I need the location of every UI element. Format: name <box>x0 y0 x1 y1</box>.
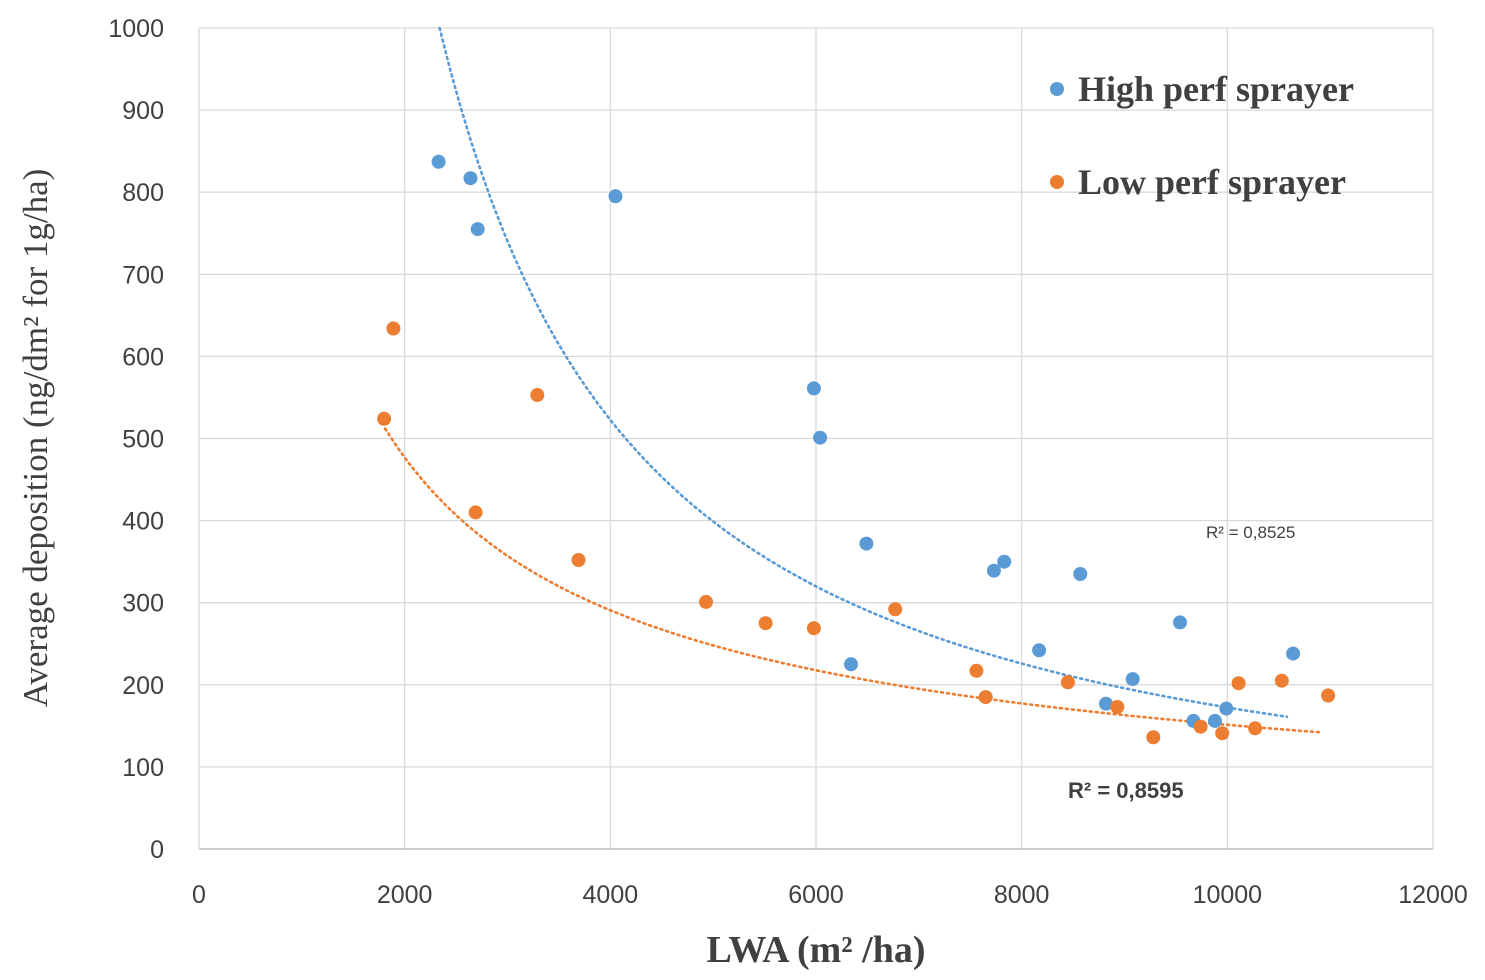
x-tick-label: 12000 <box>1398 881 1468 909</box>
data-point-low <box>468 505 483 520</box>
y-axis-title: Average deposition (ng/dm² for 1g/ha) <box>16 169 55 708</box>
data-point-low <box>1274 673 1289 688</box>
data-point-high <box>608 189 623 204</box>
data-point-low <box>1146 730 1161 745</box>
data-point-high <box>1099 696 1113 711</box>
y-tick-label: 900 <box>122 97 164 125</box>
data-point-low <box>758 616 773 631</box>
data-point-low <box>1060 675 1075 690</box>
data-point-low <box>377 411 392 426</box>
trendlines <box>383 26 1324 734</box>
y-tick-label: 0 <box>150 836 164 864</box>
data-point-high <box>463 171 478 186</box>
data-point-low <box>1321 688 1336 703</box>
r2-label-high: R² = 0,8525 <box>1206 523 1295 542</box>
y-tick-label: 400 <box>122 508 164 536</box>
trendline-high <box>438 26 1289 719</box>
data-point-high <box>431 154 446 169</box>
data-point-high <box>1208 713 1222 728</box>
data-point-low <box>806 621 821 636</box>
x-tick-label: 0 <box>192 881 206 909</box>
data-point-low <box>1248 721 1263 736</box>
data-point-high <box>1173 615 1187 630</box>
data-point-low <box>699 594 713 609</box>
data-point-high <box>844 657 858 672</box>
data-point-low <box>969 663 984 678</box>
legend: High perf sprayer Low perf sprayer <box>1050 69 1354 202</box>
legend-marker-high <box>1050 82 1064 96</box>
data-point-high <box>1219 701 1234 716</box>
data-point-high <box>1125 672 1140 687</box>
y-tick-label: 700 <box>122 261 164 289</box>
data-points <box>377 154 1336 745</box>
axes <box>198 28 1433 850</box>
data-point-high <box>1286 646 1301 661</box>
x-axis-title: LWA (m² /ha) <box>706 929 925 971</box>
data-point-low <box>1193 719 1208 734</box>
data-point-high <box>1073 567 1088 581</box>
legend-label-low: Low perf sprayer <box>1078 162 1346 202</box>
data-point-low <box>1110 700 1125 714</box>
data-point-low <box>1231 676 1246 691</box>
data-point-low <box>978 690 993 705</box>
data-point-high <box>859 536 874 551</box>
y-tick-label: 500 <box>122 426 164 454</box>
data-point-low <box>888 602 903 617</box>
data-point-high <box>806 381 821 396</box>
y-tick-label: 300 <box>122 590 164 618</box>
data-point-high <box>986 563 1001 578</box>
y-tick-label: 600 <box>122 343 164 371</box>
r2-label-low: R² = 0,8595 <box>1068 778 1184 803</box>
data-point-low <box>1215 726 1230 741</box>
y-tick-label: 200 <box>122 672 164 700</box>
legend-marker-low <box>1050 175 1064 189</box>
y-tick-label: 100 <box>122 754 164 782</box>
x-tick-label: 8000 <box>994 881 1050 909</box>
x-tick-label: 2000 <box>377 881 433 909</box>
data-point-low <box>571 553 586 567</box>
data-point-high <box>997 554 1012 569</box>
data-point-low <box>530 388 545 402</box>
data-point-high <box>1032 643 1047 658</box>
x-tick-label: 4000 <box>583 881 639 909</box>
y-tick-label: 1000 <box>108 15 164 43</box>
data-point-high <box>813 430 828 445</box>
x-tick-label: 6000 <box>788 881 844 909</box>
x-tick-label: 10000 <box>1193 881 1263 909</box>
data-point-low <box>386 321 401 336</box>
trendline-low <box>383 427 1324 734</box>
legend-label-high: High perf sprayer <box>1078 69 1354 109</box>
data-point-high <box>470 222 485 237</box>
y-tick-label: 800 <box>122 179 164 207</box>
